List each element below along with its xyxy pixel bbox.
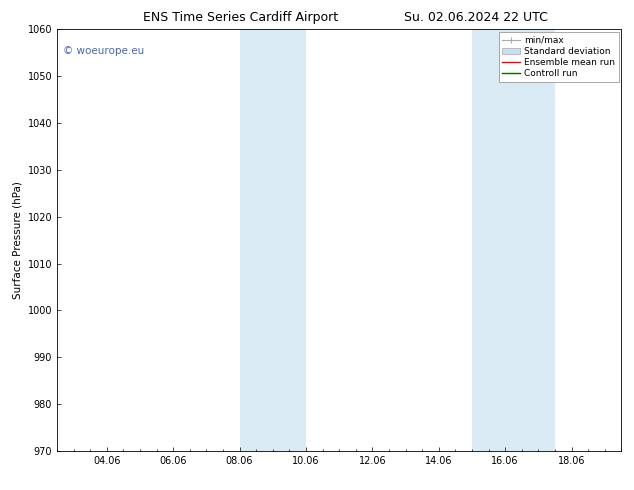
Bar [472,29,555,451]
Text: ENS Time Series Cardiff Airport: ENS Time Series Cardiff Airport [143,11,339,24]
Y-axis label: Surface Pressure (hPa): Surface Pressure (hPa) [12,181,22,299]
Legend: min/max, Standard deviation, Ensemble mean run, Controll run: min/max, Standard deviation, Ensemble me… [499,32,619,82]
Text: © woeurope.eu: © woeurope.eu [63,46,144,56]
Text: Su. 02.06.2024 22 UTC: Su. 02.06.2024 22 UTC [404,11,547,24]
Bar [240,29,306,451]
